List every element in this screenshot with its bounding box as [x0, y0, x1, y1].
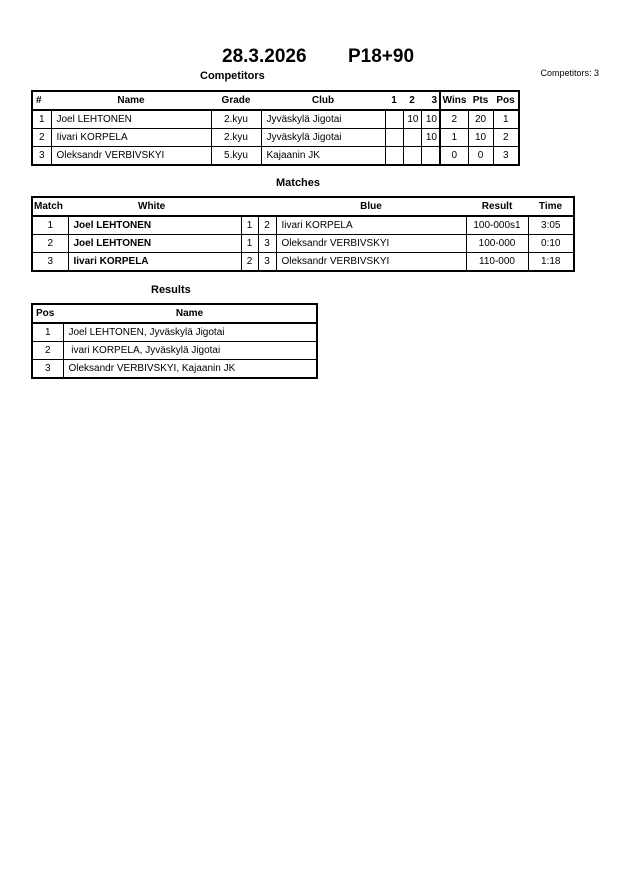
col-match: Match: [32, 196, 68, 217]
col-blue: Blue: [276, 196, 466, 217]
col-name: Name: [51, 90, 211, 111]
time: 1:18: [527, 252, 575, 272]
table-header: Match White Blue Result Time: [32, 196, 574, 217]
match-num: 2: [31, 234, 69, 253]
pos: 1: [31, 322, 64, 342]
result: 100-000s1: [465, 215, 529, 235]
matches-heading: Matches: [276, 177, 321, 189]
results-heading: Results: [151, 284, 191, 296]
pts: 20: [467, 109, 494, 129]
blue-name: Iivari KORPELA: [275, 215, 467, 235]
col-3: 3: [421, 90, 440, 111]
blue-num: 2: [257, 215, 277, 235]
match-num: 3: [31, 252, 69, 272]
pts: 0: [467, 146, 494, 166]
score-1: [384, 146, 404, 166]
col-wins: Wins: [439, 90, 468, 111]
col-grade: Grade: [211, 90, 261, 111]
table-header: # Name Grade Club 1 2 3 Wins Pts Pos: [32, 90, 519, 111]
col-pos: Pos: [32, 303, 63, 324]
num: 2: [31, 128, 52, 147]
pts: 10: [467, 128, 494, 147]
score-2: 10: [402, 109, 422, 129]
date-title: 28.3.2026: [222, 46, 307, 67]
club: Jyväskylä Jigotai: [260, 128, 386, 147]
blue-name: Oleksandr VERBIVSKYI: [275, 234, 467, 253]
table-row: 1 Joel LEHTONEN, Jyväskylä Jigotai: [31, 322, 318, 342]
col-white-num: [241, 196, 258, 217]
white-num: 1: [240, 234, 259, 253]
table-row: 2 Iivari KORPELA 2.kyu Jyväskylä Jigotai…: [31, 128, 520, 147]
table-row: 1 Joel LEHTONEN 2.kyu Jyväskylä Jigotai …: [31, 109, 520, 129]
col-name: Name: [63, 303, 317, 324]
pos: 1: [492, 109, 520, 129]
table-row: 3 Oleksandr VERBIVSKYI 5.kyu Kajaanin JK…: [31, 146, 520, 166]
blue-name: Oleksandr VERBIVSKYI: [275, 252, 467, 272]
score-3: [420, 146, 441, 166]
category-title: P18+90: [348, 46, 415, 67]
name: Oleksandr VERBIVSKYI, Kajaanin JK: [62, 359, 318, 379]
club: Jyväskylä Jigotai: [260, 109, 386, 129]
table-row: 2 ivari KORPELA, Jyväskylä Jigotai: [31, 341, 318, 360]
table-row: 1 Joel LEHTONEN 1 2 Iivari KORPELA 100-0…: [31, 215, 575, 235]
col-pos: Pos: [493, 90, 519, 111]
competitors-table: # Name Grade Club 1 2 3 Wins Pts Pos 1 J…: [31, 90, 520, 166]
name: Joel LEHTONEN, Jyväskylä Jigotai: [62, 322, 318, 342]
match-num: 1: [31, 215, 69, 235]
competitors-heading: Competitors: [200, 70, 265, 82]
results-table: Pos Name 1 Joel LEHTONEN, Jyväskylä Jigo…: [31, 303, 318, 379]
num: 1: [31, 109, 52, 129]
blue-num: 3: [257, 252, 277, 272]
table-header: Pos Name: [32, 303, 317, 324]
score-3: 10: [420, 109, 441, 129]
name: Iivari KORPELA: [50, 128, 212, 147]
grade: 5.kyu: [210, 146, 262, 166]
time: 0:10: [527, 234, 575, 253]
col-result: Result: [466, 196, 528, 217]
num: 3: [31, 146, 52, 166]
score-2: [402, 128, 422, 147]
blue-num: 3: [257, 234, 277, 253]
white-name: Joel LEHTONEN: [67, 234, 242, 253]
pos: 2: [31, 341, 64, 360]
col-1: 1: [385, 90, 403, 111]
matches-table: Match White Blue Result Time 1 Joel LEHT…: [31, 196, 575, 272]
table-row: 2 Joel LEHTONEN 1 3 Oleksandr VERBIVSKYI…: [31, 234, 575, 253]
name: Oleksandr VERBIVSKYI: [50, 146, 212, 166]
wins: 2: [439, 109, 469, 129]
time: 3:05: [527, 215, 575, 235]
score-1: [384, 109, 404, 129]
result: 100-000: [465, 234, 529, 253]
col-club: Club: [261, 90, 385, 111]
white-num: 2: [240, 252, 259, 272]
white-name: Iivari KORPELA: [67, 252, 242, 272]
result: 110-000: [465, 252, 529, 272]
pos: 2: [492, 128, 520, 147]
col-white: White: [68, 196, 241, 217]
name: Joel LEHTONEN: [50, 109, 212, 129]
grade: 2.kyu: [210, 128, 262, 147]
col-pts: Pts: [468, 90, 493, 111]
col-num: #: [32, 90, 51, 111]
col-blue-num: [258, 196, 276, 217]
wins: 0: [439, 146, 469, 166]
table-row: 3 Oleksandr VERBIVSKYI, Kajaanin JK: [31, 359, 318, 379]
club: Kajaanin JK: [260, 146, 386, 166]
wins: 1: [439, 128, 469, 147]
white-name: Joel LEHTONEN: [67, 215, 242, 235]
score-3: 10: [420, 128, 441, 147]
grade: 2.kyu: [210, 109, 262, 129]
table-row: 3 Iivari KORPELA 2 3 Oleksandr VERBIVSKY…: [31, 252, 575, 272]
pos: 3: [31, 359, 64, 379]
pos: 3: [492, 146, 520, 166]
white-num: 1: [240, 215, 259, 235]
score-2: [402, 146, 422, 166]
score-1: [384, 128, 404, 147]
col-2: 2: [403, 90, 421, 111]
name: ivari KORPELA, Jyväskylä Jigotai: [62, 341, 318, 360]
col-time: Time: [528, 196, 574, 217]
competitors-count: Competitors: 3: [540, 68, 599, 78]
